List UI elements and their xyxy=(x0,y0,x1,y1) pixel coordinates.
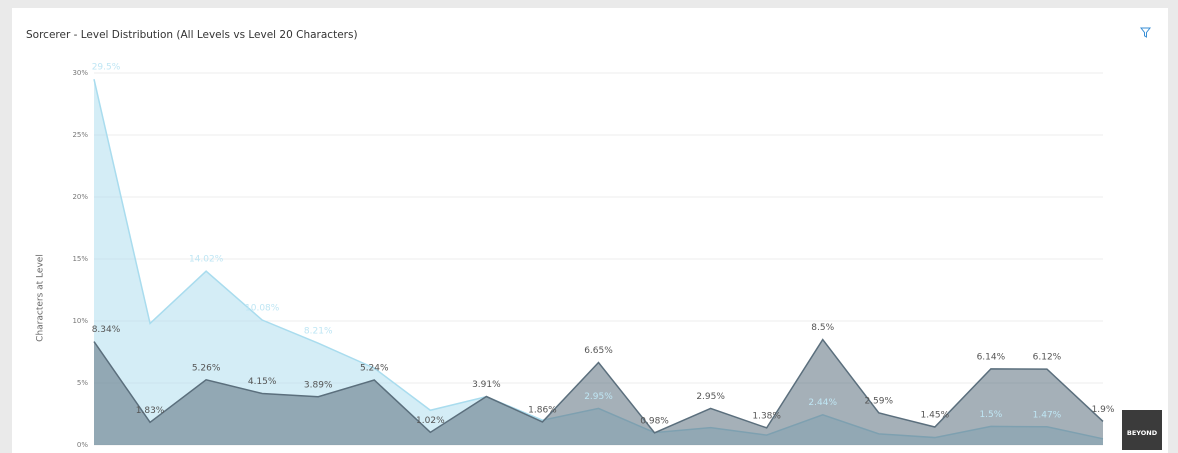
y-axis-label: Characters at Level xyxy=(36,254,46,342)
data-label: 3.91% xyxy=(472,380,501,390)
watermark: BEYOND xyxy=(1127,429,1158,437)
y-tick-label: 5% xyxy=(77,379,88,387)
data-label: 2.44% xyxy=(808,398,837,408)
data-label: 10.08% xyxy=(245,304,280,314)
data-label: 1.38% xyxy=(752,411,781,421)
data-label: 5.26% xyxy=(192,363,221,373)
data-label: 1.47% xyxy=(1033,410,1062,420)
data-label: 1.5% xyxy=(979,410,1002,420)
data-label: 3.89% xyxy=(304,380,333,390)
data-label: 6.65% xyxy=(584,346,613,356)
y-tick-label: 10% xyxy=(72,317,88,325)
data-label: 1.45% xyxy=(921,411,950,421)
y-tick-label: 20% xyxy=(72,193,88,201)
data-label: 14.02% xyxy=(189,255,224,265)
y-tick-label: 25% xyxy=(72,131,88,139)
data-label: 2.59% xyxy=(864,396,893,406)
data-label: 1.9% xyxy=(1092,405,1115,415)
data-label: 0.98% xyxy=(640,416,669,426)
data-label: 2.95% xyxy=(584,392,613,402)
data-label: 2.95% xyxy=(696,392,725,402)
filter-icon[interactable] xyxy=(1139,27,1152,38)
data-label: 5.24% xyxy=(360,364,389,374)
y-tick-label: 0% xyxy=(77,441,88,449)
watermark-box xyxy=(1122,410,1162,450)
y-tick-label: 15% xyxy=(72,255,88,263)
data-label: 6.12% xyxy=(1033,353,1062,363)
plot: 0% 5% 10% 15% 20% 25% 30% 29.5% 14.02% 10.08% 8.21… xyxy=(72,63,1114,449)
y-tick-label: 30% xyxy=(72,69,88,77)
chart-title: Sorcerer - Level Distribution (All Level… xyxy=(26,29,358,41)
data-label: 8.21% xyxy=(304,327,333,337)
data-label: 8.5% xyxy=(811,323,834,333)
area-line xyxy=(93,338,1104,434)
data-label: 1.02% xyxy=(416,416,445,426)
data-label: 29.5% xyxy=(92,63,121,73)
data-label: 1.83% xyxy=(136,406,165,416)
data-label: 1.86% xyxy=(528,405,557,415)
data-label: 6.14% xyxy=(977,352,1006,362)
data-label: 8.34% xyxy=(92,325,121,335)
area-fill xyxy=(94,339,1103,445)
data-label: 4.15% xyxy=(248,377,277,387)
